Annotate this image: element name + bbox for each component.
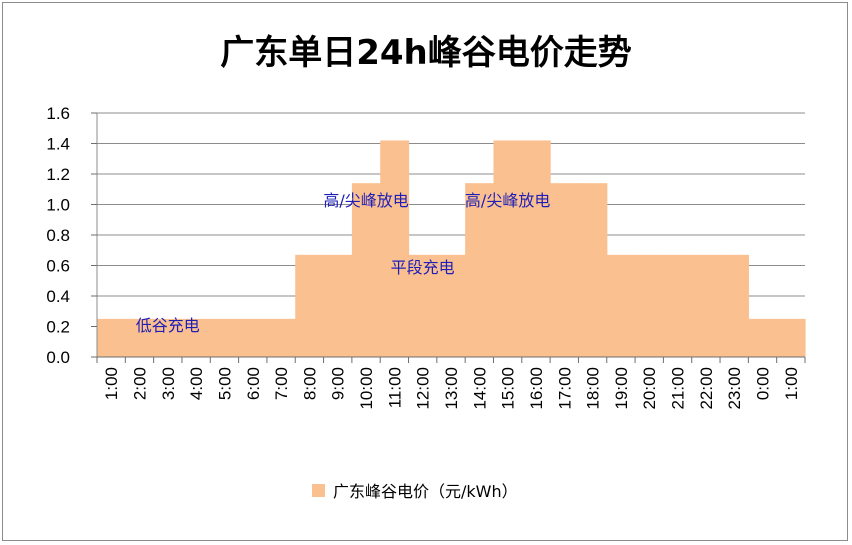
x-tick-label: 5:00 <box>215 367 234 400</box>
y-tick-label: 0.6 <box>46 257 70 276</box>
y-tick-label: 1.0 <box>46 196 70 215</box>
bar <box>606 254 636 357</box>
axes <box>91 112 806 363</box>
x-tick-label: 21:00 <box>669 367 688 410</box>
y-tick-labels: 0.0 0.2 0.4 0.6 0.8 1.0 1.2 1.4 1.6 <box>46 104 70 367</box>
x-tick-label: 1:00 <box>102 367 121 400</box>
legend-swatch <box>312 484 325 497</box>
y-tick-label: 0.8 <box>46 226 70 245</box>
x-tick-label: 13:00 <box>442 367 461 410</box>
x-tick-label: 12:00 <box>414 367 433 410</box>
x-tick-label: 11:00 <box>385 367 404 408</box>
x-tick-label: 7:00 <box>272 367 291 400</box>
x-tick-label: 17:00 <box>555 367 574 410</box>
legend: 广东峰谷电价（元/kWh） <box>312 482 518 501</box>
x-tick-label: 8:00 <box>300 367 319 400</box>
y-tick-label: 0.2 <box>46 318 70 337</box>
y-tick-label: 0.4 <box>46 287 70 306</box>
y-tick-label: 1.4 <box>46 135 70 154</box>
annotation-label: 平段充电 <box>391 258 455 277</box>
x-tick-label: 9:00 <box>329 367 348 400</box>
bar <box>153 318 183 357</box>
chart-title: 广东单日24h峰谷电价走势 <box>220 33 632 73</box>
bar <box>97 318 126 357</box>
bar <box>635 254 664 357</box>
bar <box>691 254 721 357</box>
bar <box>323 254 353 357</box>
x-tick-label: 15:00 <box>499 367 518 410</box>
bar <box>521 140 551 357</box>
x-tick-label: 6:00 <box>244 367 263 400</box>
bar <box>266 318 296 357</box>
bar <box>210 318 240 357</box>
bar <box>493 140 523 357</box>
annotation-label: 低谷充电 <box>136 316 200 335</box>
x-tick-label: 0:00 <box>754 367 773 400</box>
legend-label: 广东峰谷电价（元/kWh） <box>333 482 518 501</box>
x-tick-label: 16:00 <box>527 367 546 410</box>
x-tick-label: 14:00 <box>470 367 489 410</box>
bar <box>351 183 381 357</box>
annotation-label: 高/尖峰放电 <box>465 191 550 210</box>
bar <box>238 318 268 357</box>
bar <box>181 318 211 357</box>
bar <box>295 254 325 357</box>
bar <box>465 183 495 357</box>
bar <box>720 254 749 357</box>
annotation-label: 高/尖峰放电 <box>323 191 408 210</box>
bar <box>125 318 155 357</box>
x-tick-label: 22:00 <box>697 367 716 410</box>
x-tick-label: 3:00 <box>159 367 178 400</box>
y-tick-label: 1.6 <box>46 104 70 123</box>
y-tick-label: 1.2 <box>46 165 70 184</box>
x-tick-labels: 1:00 2:00 3:00 4:00 5:00 6:00 7:00 8:00 9:00 10:0… <box>102 367 801 410</box>
bar <box>663 254 693 357</box>
x-tick-label: 19:00 <box>612 367 631 410</box>
bar <box>550 183 580 357</box>
bar <box>408 254 438 357</box>
x-tick-label: 20:00 <box>640 367 659 410</box>
x-tick-label: 4:00 <box>187 367 206 400</box>
bars <box>97 140 806 357</box>
x-tick-label: 10:00 <box>357 367 376 410</box>
x-tick-label: 23:00 <box>725 367 744 410</box>
bar <box>380 140 410 357</box>
y-tick-label: 0.0 <box>46 348 70 367</box>
bar <box>578 183 608 357</box>
bar <box>776 318 806 357</box>
x-tick-label: 2:00 <box>130 367 149 400</box>
x-tick-label: 1:00 <box>782 367 801 400</box>
bar <box>436 254 466 357</box>
x-tick-label: 18:00 <box>584 367 603 410</box>
bar <box>748 318 778 357</box>
